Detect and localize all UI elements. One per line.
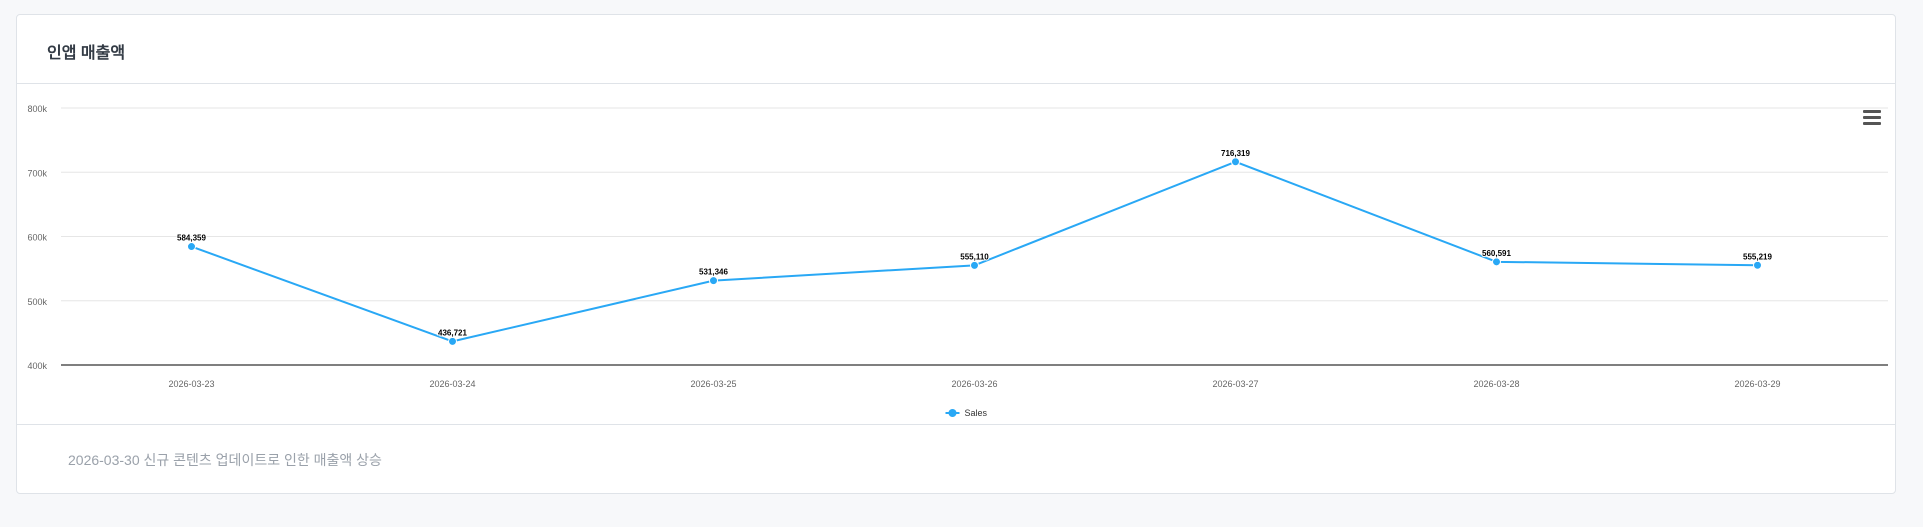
data-point: [448, 336, 457, 346]
data-label: 555,219: [1743, 252, 1772, 261]
data-point: [1231, 157, 1240, 167]
chart-card: 인앱 매출액 400k 500k 600k 700k 800k 2026-03-23 202…: [16, 14, 1896, 494]
footer-note: 2026-03-30 신규 콘텐츠 업데이트로 인한 매출액 상승: [68, 452, 382, 468]
x-tick-label: 2026-03-27: [1212, 379, 1258, 389]
y-tick-label: 600k: [27, 233, 47, 243]
x-tick-label: 2026-03-29: [1734, 379, 1780, 389]
data-label: 555,110: [960, 252, 989, 261]
y-tick-label: 400k: [27, 361, 47, 371]
card-header: 인앱 매출액: [17, 15, 1895, 84]
data-label: 531,346: [699, 268, 728, 277]
data-point: [1492, 257, 1501, 267]
x-tick-label: 2026-03-24: [429, 379, 475, 389]
legend-marker: [948, 409, 957, 417]
y-tick-label: 500k: [27, 297, 47, 307]
x-tick-label: 2026-03-26: [951, 379, 997, 389]
x-tick-label: 2026-03-25: [690, 379, 736, 389]
card-title: 인앱 매출액: [47, 45, 126, 62]
y-tick-label: 800k: [27, 104, 47, 114]
chart-area: 400k 500k 600k 700k 800k 2026-03-23 2026-03-24…: [17, 84, 1895, 439]
x-tick-label: 2026-03-28: [1473, 379, 1519, 389]
x-tick-label: 2026-03-23: [168, 379, 214, 389]
data-label: 584,359: [177, 234, 206, 243]
data-point: [1753, 260, 1762, 270]
data-label: 716,319: [1221, 149, 1250, 158]
data-point: [709, 276, 718, 286]
data-point: [187, 242, 196, 252]
hamburger-menu-icon[interactable]: [1863, 110, 1881, 126]
y-tick-label: 700k: [27, 168, 47, 178]
sales-line-chart: 400k 500k 600k 700k 800k 2026-03-23 2026-03-24…: [27, 104, 1888, 418]
data-label: 436,721: [438, 328, 467, 337]
data-point: [970, 260, 979, 270]
data-label: 560,591: [1482, 249, 1511, 258]
legend-label: Sales: [965, 408, 988, 418]
card-footer: 2026-03-30 신규 콘텐츠 업데이트로 인한 매출액 상승: [17, 424, 1895, 493]
